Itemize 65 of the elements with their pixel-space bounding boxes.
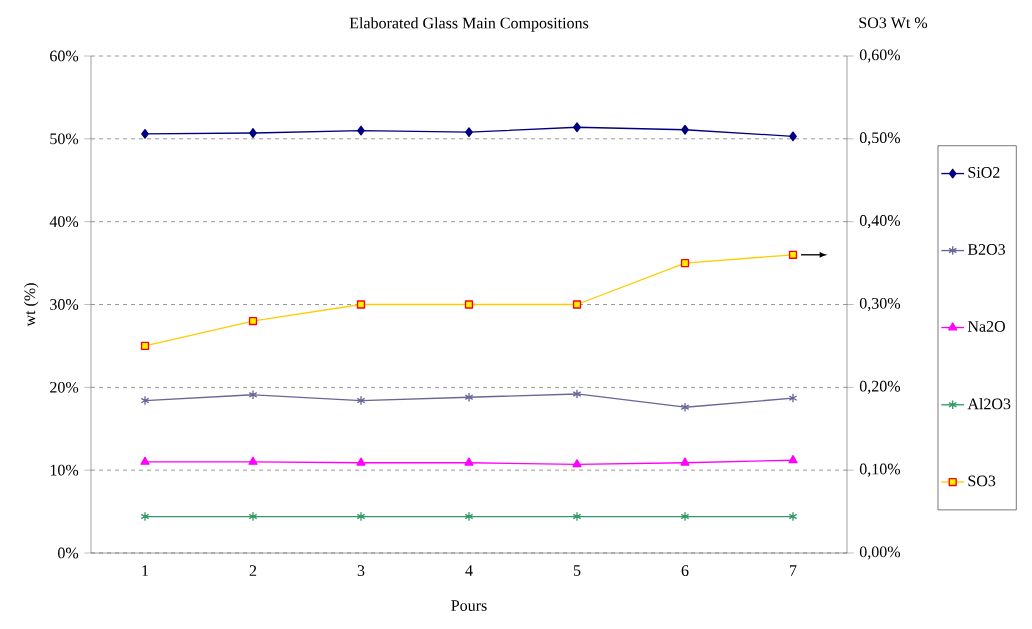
- y-tick-label: 50%: [50, 133, 79, 145]
- point: [680, 457, 690, 466]
- point: [356, 511, 366, 522]
- point: [680, 511, 690, 522]
- x-tick-label: 3: [357, 565, 365, 577]
- legend-label: SiO2: [968, 167, 1000, 178]
- x-tick-label: 2: [249, 565, 257, 576]
- x-axis-title: Pours: [451, 600, 487, 611]
- point: [680, 402, 690, 413]
- point: [140, 456, 150, 465]
- point: [572, 389, 582, 399]
- point: [788, 250, 798, 259]
- y2-axis-title: SO3 Wt %: [859, 17, 928, 29]
- point: [356, 457, 366, 466]
- chart-title: Elaborated Glass Main Compositions: [349, 17, 589, 32]
- point: [464, 511, 474, 522]
- point: [788, 455, 798, 464]
- point: [140, 341, 150, 351]
- point: [464, 392, 474, 403]
- y2-tick-label: 0,00%: [859, 546, 901, 560]
- point: [465, 127, 473, 138]
- legend-label: SO3: [968, 475, 996, 487]
- point: [248, 316, 258, 326]
- point: [572, 300, 582, 309]
- point: [464, 457, 474, 466]
- y-tick-label: 0%: [58, 547, 79, 559]
- point: [249, 128, 257, 138]
- point: [248, 456, 258, 465]
- x-tick-label: 1: [142, 565, 149, 576]
- legend-label: Na2O: [967, 321, 1005, 332]
- x-tick-label: 7: [790, 565, 797, 576]
- point: [788, 511, 798, 522]
- point: [140, 511, 150, 522]
- y-tick-label: 60%: [50, 50, 79, 62]
- y-axis-title: wt (%): [23, 283, 39, 327]
- point: [248, 389, 258, 400]
- y-tick-label: 20%: [50, 381, 79, 393]
- point: [248, 511, 258, 522]
- y-tick-label: 10%: [50, 464, 79, 476]
- point: [680, 258, 690, 268]
- legend-label: Al2O3: [967, 398, 1011, 410]
- y2-tick-label: 0,30%: [859, 297, 901, 312]
- legend-label: B2O3: [967, 244, 1006, 255]
- point: [573, 122, 581, 133]
- y-tick-label: 30%: [50, 299, 79, 310]
- point: [788, 393, 798, 404]
- point: [357, 125, 365, 136]
- point: [356, 395, 366, 406]
- y2-tick-label: 0,10%: [859, 463, 901, 477]
- point: [681, 124, 689, 135]
- x-tick-label: 5: [573, 565, 581, 576]
- point: [572, 511, 582, 522]
- x-tick-label: 6: [681, 565, 689, 577]
- y2-tick-label: 0,20%: [859, 380, 901, 394]
- point: [140, 395, 150, 406]
- point: [789, 131, 797, 142]
- y-tick-label: 40%: [49, 216, 79, 228]
- y2-tick-label: 0,50%: [859, 132, 901, 146]
- point: [464, 300, 474, 309]
- y2-tick-label: 0,40%: [859, 215, 901, 229]
- point: [356, 300, 366, 309]
- x-tick-label: 4: [465, 565, 473, 576]
- y2-tick-label: 0,60%: [859, 49, 901, 63]
- point: [141, 128, 149, 139]
- point: [572, 459, 582, 468]
